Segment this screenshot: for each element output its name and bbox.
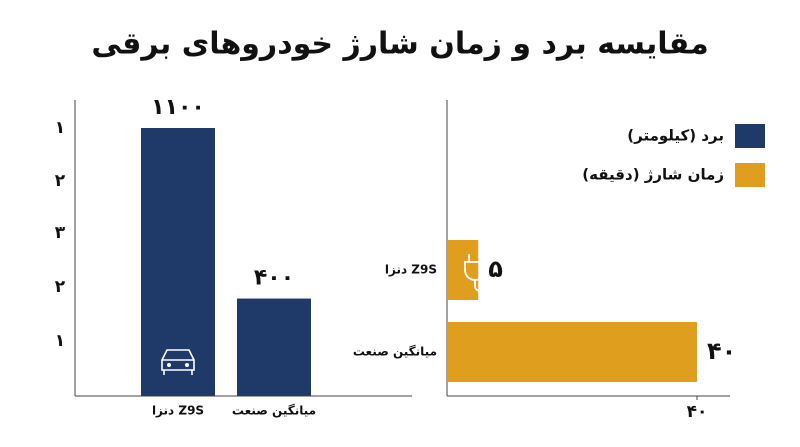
x-tick-label: دنزا Z9S — [152, 404, 204, 418]
y-axis-label: ۲ — [55, 171, 66, 191]
car-icon — [167, 363, 171, 367]
plug-icon — [464, 254, 486, 292]
bar — [237, 298, 311, 396]
y-tick-label: دنزا Z9S — [385, 263, 437, 277]
legend-swatch — [735, 124, 765, 148]
y-axis-label: ۲ — [55, 277, 66, 297]
value-label: ۴۰۰ — [254, 266, 294, 291]
chart-title: مقایسه برد و زمان شارژ خودروهای برقی — [91, 27, 708, 62]
bar — [447, 322, 697, 382]
y-axis-label: ۳ — [55, 223, 66, 243]
bar — [141, 128, 215, 396]
y-tick-label: میانگین صنعت — [353, 345, 437, 359]
x-tick-label: میانگین صنعت — [232, 404, 316, 418]
value-label: ۱۱۰۰ — [151, 95, 205, 120]
value-label: ۵ — [488, 255, 503, 283]
legend-swatch — [735, 163, 765, 187]
y-axis-label: ۱ — [55, 118, 65, 138]
x-tick-label: ۴۰ — [687, 402, 708, 422]
bar — [447, 240, 479, 300]
legend-label: برد (کیلومتر) — [627, 127, 724, 145]
car-icon — [161, 349, 195, 375]
car-icon — [185, 363, 189, 367]
value-label: ۴۰ — [707, 337, 736, 365]
y-axis-label: ۱ — [55, 331, 65, 351]
legend-label: زمان شارژ (دقیقه) — [582, 166, 724, 184]
